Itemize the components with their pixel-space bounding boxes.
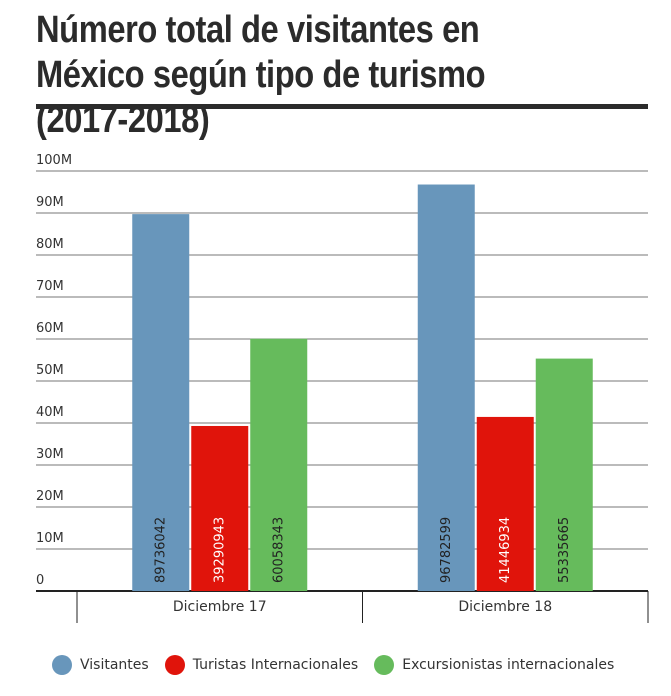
legend-item: Excursionistas internacionales	[374, 655, 614, 675]
y-tick-label: 90M	[36, 195, 64, 210]
bar-value-label: 60058343	[271, 517, 286, 583]
bar	[476, 416, 534, 591]
bar	[250, 338, 308, 591]
y-tick-label: 50M	[36, 363, 64, 378]
legend-item: Turistas Internacionales	[164, 655, 359, 675]
bar	[191, 425, 249, 591]
x-category-label: Diciembre 17	[173, 599, 267, 615]
title-underline	[36, 104, 648, 109]
y-tick-label: 40M	[36, 405, 64, 420]
y-tick-label: 100M	[36, 153, 72, 168]
y-tick-label: 20M	[36, 489, 64, 504]
legend-label: Excursionistas internacionales	[402, 657, 615, 673]
y-tick-label: 10M	[36, 531, 64, 546]
y-tick-label: 70M	[36, 279, 64, 294]
legend-swatch	[374, 655, 395, 675]
bar-value-label: 89736042	[153, 517, 168, 583]
bar	[132, 214, 190, 591]
bar-value-label: 55335665	[557, 517, 572, 583]
legend-item: Visitantes	[52, 655, 149, 675]
legend-swatch	[164, 655, 185, 675]
chart-title: Número total de visitantes en México seg…	[36, 9, 486, 141]
legend-swatch	[52, 655, 72, 675]
bar-value-label: 41446934	[498, 517, 513, 583]
legend-label: Visitantes	[80, 657, 149, 673]
y-tick-label: 80M	[36, 237, 64, 252]
bar-value-label: 96782599	[439, 517, 454, 583]
bar	[417, 184, 475, 592]
bar-chart: 0 10M 20M 30M 40M 50M 60M 70M 80M 90M 100M 89736042…	[36, 153, 649, 623]
bar-value-label: 39290943	[212, 517, 227, 583]
x-category-label: Diciembre 18	[458, 599, 552, 615]
y-tick-label: 0	[36, 573, 44, 588]
legend-label: Turistas Internacionales	[192, 657, 359, 673]
y-tick-label: 30M	[36, 447, 64, 462]
bar	[535, 358, 593, 591]
chart-legend: Visitantes Turistas Internacionales Excurs…	[52, 651, 630, 679]
y-tick-label: 60M	[36, 321, 64, 336]
